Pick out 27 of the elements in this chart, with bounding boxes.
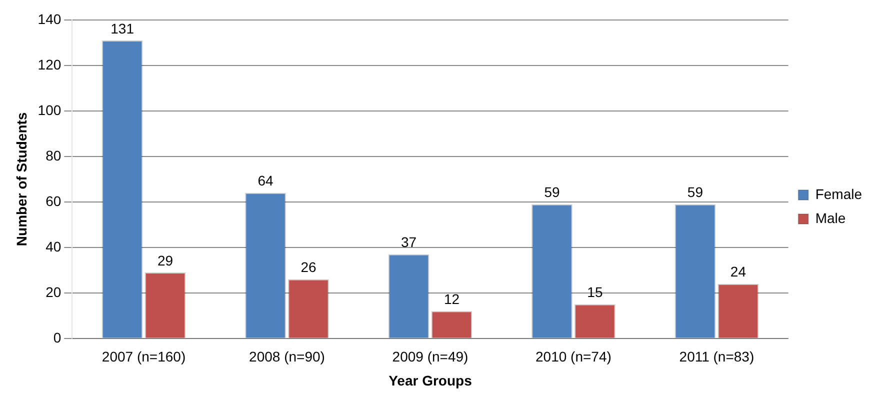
legend-label: Male xyxy=(815,210,846,226)
x-tick-label: 2011 (n=83) xyxy=(679,348,754,365)
x-tick-label: 2008 (n=90) xyxy=(249,348,325,365)
y-tick-label: 20 xyxy=(46,284,62,300)
x-tick-label: 2010 (n=74) xyxy=(536,348,612,365)
data-label: 131 xyxy=(110,20,134,36)
x-tick-label: 2007 (n=160) xyxy=(102,348,186,365)
data-label: 29 xyxy=(157,252,174,268)
data-label: 26 xyxy=(300,259,316,276)
data-label: 59 xyxy=(687,184,704,200)
y-tick-label: 140 xyxy=(38,10,62,27)
data-label: 15 xyxy=(587,284,603,300)
y-axis-title: Number of Students xyxy=(13,112,30,246)
legend-label: Female xyxy=(815,186,862,202)
y-tick-label: 80 xyxy=(46,147,62,164)
data-label: 37 xyxy=(400,234,417,250)
data-label: 24 xyxy=(730,264,746,280)
y-tick-label: 60 xyxy=(46,192,62,209)
x-axis-title: Year Groups xyxy=(388,372,472,388)
y-tick-label: 120 xyxy=(38,56,62,72)
data-label: 59 xyxy=(544,184,560,200)
x-tick-label: 2009 (n=49) xyxy=(392,348,468,365)
y-tick-label: 100 xyxy=(38,102,62,118)
data-label: 12 xyxy=(444,290,460,307)
data-label: 64 xyxy=(258,172,274,189)
y-tick-label: 40 xyxy=(46,238,62,254)
y-tick-label: 0 xyxy=(53,329,62,346)
